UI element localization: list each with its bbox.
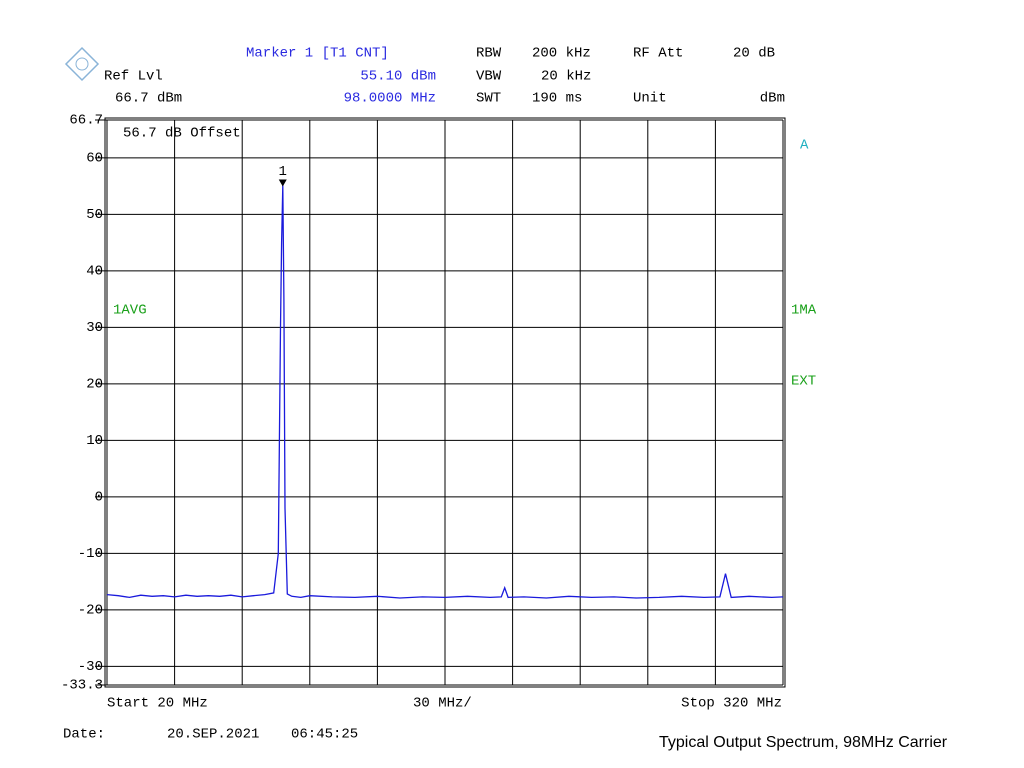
trace-a: A (800, 138, 809, 154)
y-tick-label: 30 (86, 320, 103, 336)
y-tick-label: 60 (86, 151, 103, 167)
offset-label: 56.7 dB Offset (123, 126, 241, 142)
y-tick-label: -30 (78, 659, 103, 675)
rf-att-label: RF Att (633, 46, 683, 62)
date-label: Date: (63, 727, 105, 743)
marker (278, 179, 287, 187)
marker-title: Marker 1 [T1 CNT] (246, 46, 389, 62)
logo (64, 46, 100, 82)
rf-att-value: 20 dB (733, 46, 775, 62)
time: 06:45:25 (291, 727, 358, 743)
ref-lvl-value: 66.7 dBm (115, 91, 182, 107)
caption: Typical Output Spectrum, 98MHz Carrier (659, 734, 948, 751)
rbw-label: RBW (476, 46, 502, 62)
stop-label: Stop 320 MHz (681, 696, 782, 712)
unit-value: dBm (760, 91, 785, 107)
start-label: Start 20 MHz (107, 696, 208, 712)
y-tick-label: -10 (78, 546, 103, 562)
unit-label: Unit (633, 91, 667, 107)
marker-label: 1 (279, 164, 287, 180)
y-tick-label: 40 (86, 264, 103, 280)
ma-label: 1MA (791, 303, 817, 319)
swt-value: 190 ms (532, 91, 582, 107)
y-tick-label: -20 (78, 603, 103, 619)
swt-label: SWT (476, 91, 501, 107)
span-label: 30 MHz/ (413, 696, 472, 712)
date: 20.SEP.2021 (167, 727, 259, 743)
y-tick-label: 66.7 (69, 113, 103, 129)
y-tick-label: 0 (95, 490, 103, 506)
y-tick-label: 50 (86, 207, 103, 223)
ref-lvl-label: Ref Lvl (104, 69, 163, 85)
ext-label: EXT (791, 374, 816, 390)
y-tick-label: 20 (86, 377, 103, 393)
vbw-value: 20 kHz (541, 69, 591, 85)
marker-freq: 98.0000 MHz (344, 91, 436, 107)
rbw-value: 200 kHz (532, 46, 591, 62)
avg-label: 1AVG (113, 303, 147, 319)
plot-frame (104, 117, 786, 688)
marker-level: 55.10 dBm (360, 69, 436, 85)
trace (106, 185, 784, 599)
y-tick-label: -33.3 (61, 678, 103, 694)
vbw-label: VBW (476, 69, 502, 85)
y-tick-label: 10 (86, 433, 103, 449)
